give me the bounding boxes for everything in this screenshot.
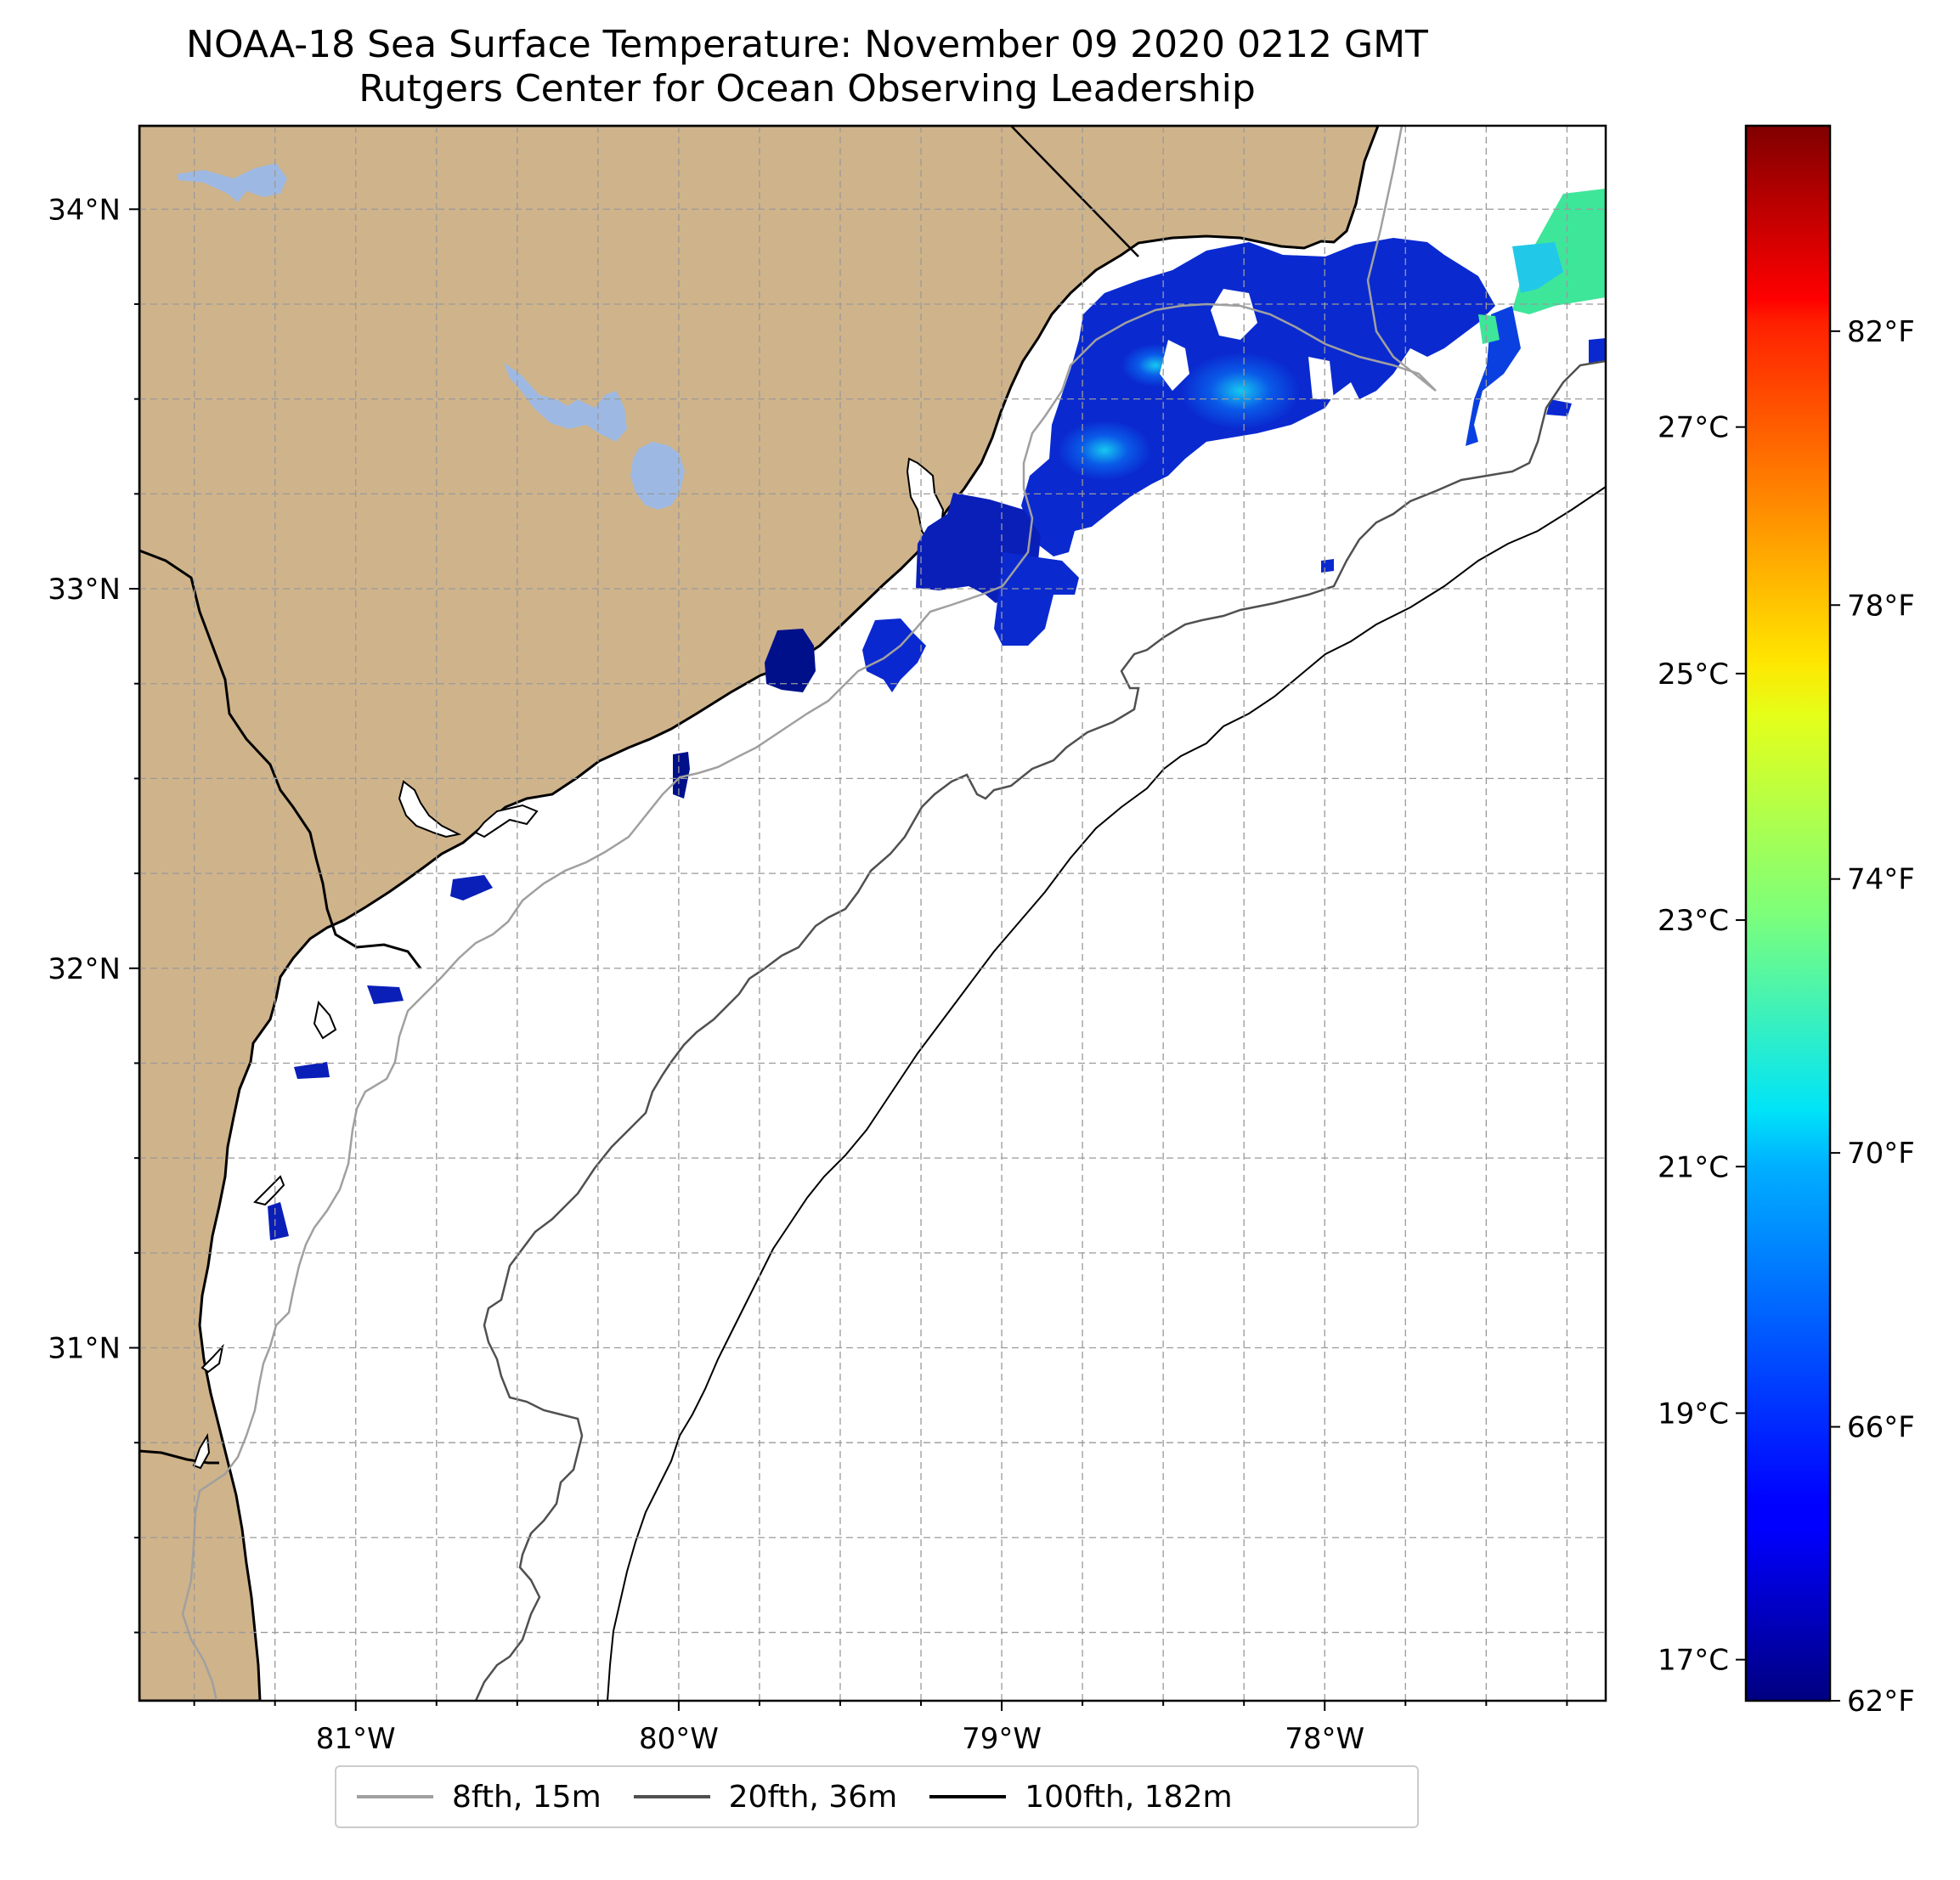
lon-tick-label: 78°W (1285, 1722, 1364, 1756)
land-area (139, 126, 1380, 1701)
legend-label: 8fth, 15m (452, 1779, 602, 1815)
legend-item: 20fth, 36m (633, 1779, 898, 1815)
colorbar-f-label: 82°F (1847, 315, 1915, 349)
contour-20fth-36m (474, 359, 1606, 1701)
lake-moultrie (630, 442, 685, 510)
contour-100fth-182m (607, 486, 1606, 1701)
colorbar-f-label: 62°F (1847, 1685, 1915, 1719)
lat-tick-label: 33°N (48, 573, 121, 607)
lat-tick-label: 31°N (48, 1332, 121, 1366)
legend-item: 100fth, 182m (929, 1779, 1233, 1815)
lat-tick-label: 32°N (48, 952, 121, 986)
colorbar-ticks: 62°F 66°F 70°F 74°F 78°F 82°F 17°C 19°C 21°C 23°C… (1658, 315, 1915, 1719)
colorbar-f-label: 74°F (1847, 863, 1915, 897)
lat-tick-label: 34°N (48, 193, 121, 227)
state-boundary-ga-fl (139, 1449, 219, 1465)
coastal-estuaries (192, 457, 945, 1470)
map-gridlines (139, 126, 1606, 1701)
colorbar-c-label: 17°C (1658, 1644, 1729, 1678)
legend-item: 8fth, 15m (357, 1780, 602, 1815)
state-boundary-nc-sc (1010, 126, 1139, 257)
legend-line-swatch (357, 1795, 433, 1798)
lake-mattamuskeet (177, 163, 287, 202)
map-subtitle: Rutgers Center for Ocean Observing Leade… (359, 67, 1256, 110)
map-plot-area (139, 126, 1606, 1701)
map-title: NOAA-18 Sea Surface Temperature: Novembe… (186, 23, 1428, 66)
legend-label: 100fth, 182m (1025, 1779, 1233, 1815)
colorbar-c-label: 27°C (1658, 411, 1729, 445)
colorbar-f-label: 66°F (1847, 1411, 1915, 1445)
lon-tick-label: 79°W (962, 1722, 1042, 1756)
colorbar-c-label: 21°C (1658, 1150, 1729, 1184)
state-boundary-sc-ga (139, 549, 422, 969)
legend-label: 20fth, 36m (728, 1779, 898, 1815)
contour-legend: 8fth, 15m 20fth, 36m 100fth, 182m (335, 1765, 1419, 1828)
lon-tick-label: 81°W (316, 1722, 396, 1756)
colorbar-f-label: 78°F (1847, 589, 1915, 623)
colorbar-c-label: 25°C (1658, 658, 1729, 692)
lon-tick-label: 80°W (639, 1722, 719, 1756)
legend-line-swatch (929, 1795, 1007, 1798)
colorbar-f-label: 70°F (1847, 1137, 1915, 1171)
map-frame (138, 124, 1607, 1702)
colorbar-c-label: 23°C (1658, 904, 1729, 938)
lake-marion (504, 363, 627, 442)
legend-line-swatch (633, 1795, 710, 1798)
colorbar-c-label: 19°C (1658, 1397, 1729, 1431)
colorbar-gradient (1744, 124, 1832, 1702)
map-axis-ticks: 81°W 80°W 79°W 78°W 31°N 32°N 33°N 34°N (48, 193, 1568, 1756)
